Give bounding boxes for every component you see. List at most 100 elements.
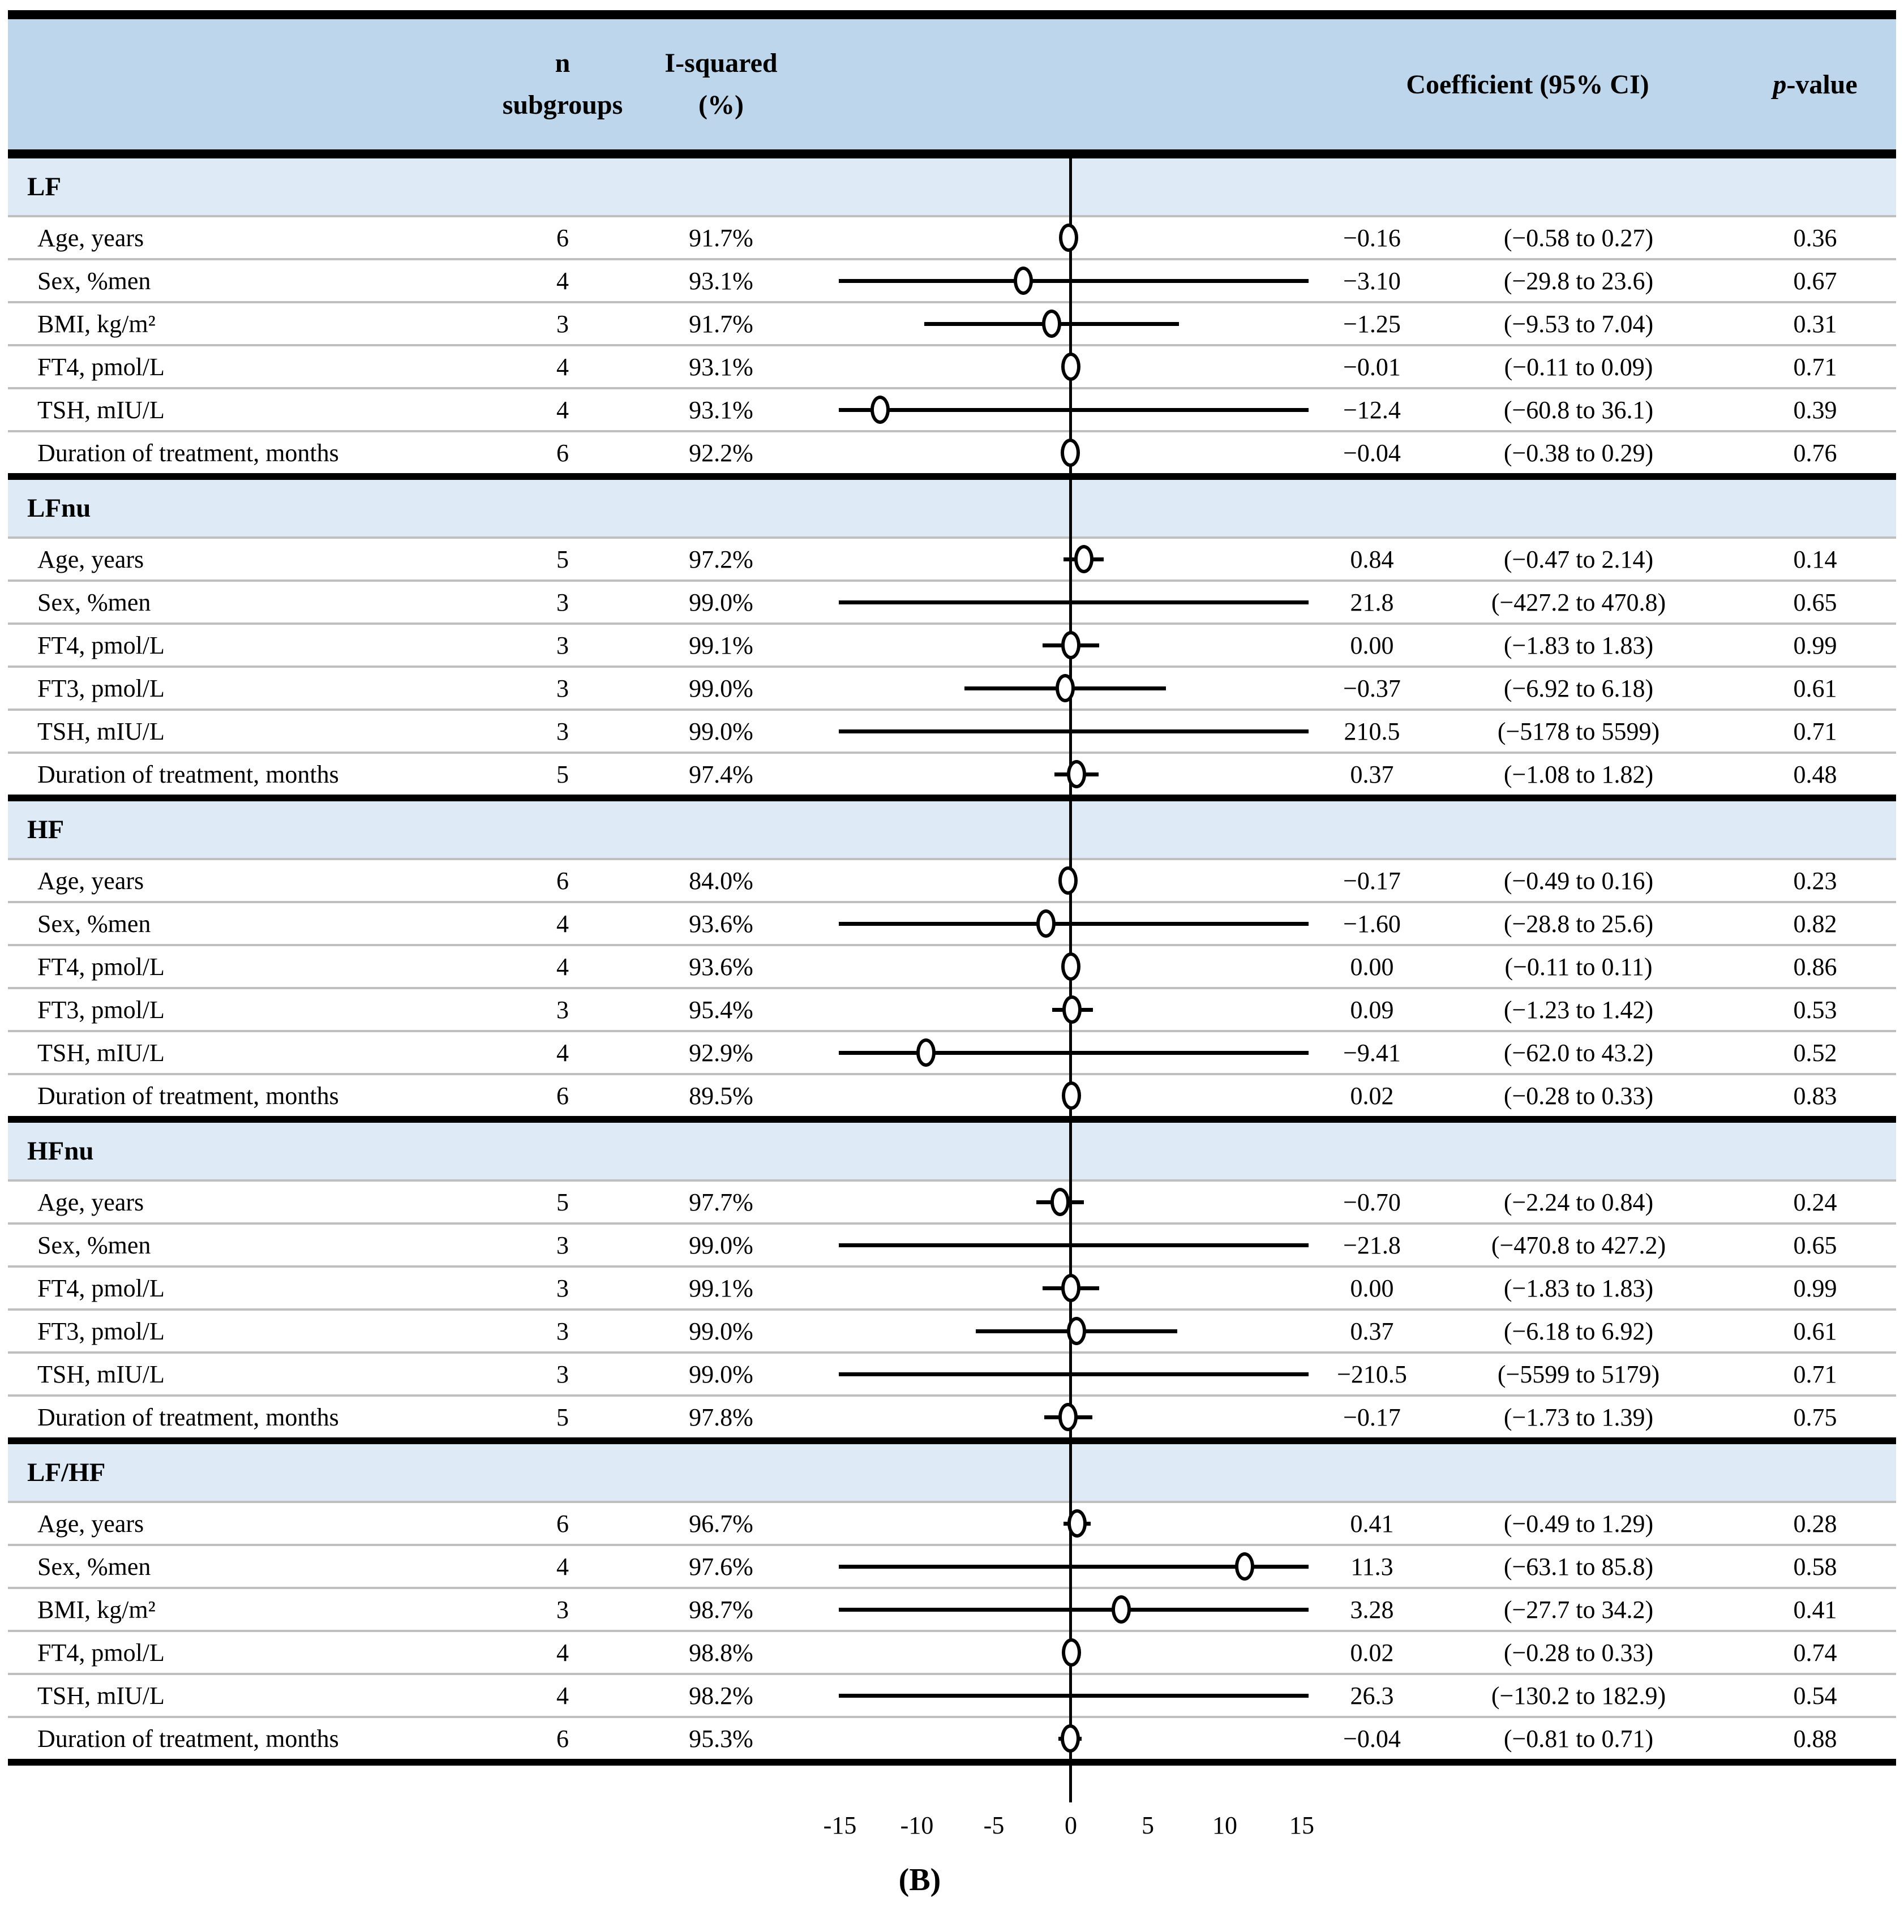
- n-subgroups-value: 4: [556, 1681, 569, 1710]
- table-row: Age, years 6 96.7% 0.41 (−0.49 to 1.29) 0.28: [8, 1503, 1896, 1546]
- n-subgroups-value: 5: [556, 1403, 569, 1431]
- n-subgroups-value: 5: [556, 760, 569, 788]
- n-subgroups-value: 5: [556, 545, 569, 573]
- coefficient-value: 0.84: [1350, 545, 1394, 573]
- ci-text: (−0.11 to 0.11): [1504, 952, 1653, 981]
- table-row: Age, years 6 84.0% −0.17 (−0.49 to 0.16) 0.23: [8, 860, 1896, 903]
- table-row: Sex, %men 4 93.1% −3.10 (−29.8 to 23.6) 0.67: [8, 260, 1896, 303]
- table-row: FT3, pmol/L 3 99.0% −0.37 (−6.92 to 6.18) 0.6…: [8, 668, 1896, 711]
- coefficient-value: 0.41: [1350, 1509, 1394, 1538]
- table-row: FT3, pmol/L 3 95.4% 0.09 (−1.23 to 1.42) 0.53: [8, 989, 1896, 1032]
- table-row: FT4, pmol/L 3 99.1% 0.00 (−1.83 to 1.83) 0.99: [8, 1268, 1896, 1311]
- p-value: 0.61: [1793, 1317, 1837, 1345]
- i-squared-value: 97.8%: [689, 1403, 753, 1431]
- point-estimate-marker: [1061, 353, 1080, 381]
- n-subgroups-value: 3: [556, 631, 569, 659]
- i-squared-value: 99.0%: [689, 1360, 753, 1388]
- ci-text: (−0.49 to 0.16): [1503, 866, 1654, 895]
- ci-text: (−6.18 to 6.92): [1503, 1317, 1654, 1345]
- row-label: Age, years: [37, 224, 144, 252]
- point-estimate-marker: [1112, 1595, 1131, 1624]
- p-value: 0.28: [1793, 1509, 1837, 1538]
- coefficient-value: 0.02: [1350, 1638, 1394, 1667]
- p-value: 0.48: [1793, 760, 1837, 788]
- header-n-line2: subgroups: [502, 90, 623, 120]
- i-squared-value: 98.8%: [689, 1638, 753, 1667]
- row-label: FT4, pmol/L: [37, 631, 165, 659]
- coefficient-value: −0.01: [1343, 353, 1401, 381]
- row-label: TSH, mIU/L: [37, 1681, 165, 1710]
- point-estimate-marker: [1055, 674, 1075, 702]
- forest-plot-cell: [829, 668, 1321, 709]
- ci-text: (−0.11 to 0.09): [1504, 353, 1653, 381]
- row-label: Age, years: [37, 545, 144, 573]
- n-subgroups-value: 3: [556, 717, 569, 745]
- ci-text: (−470.8 to 427.2): [1491, 1231, 1666, 1259]
- ci-text: (−28.8 to 25.6): [1503, 909, 1654, 938]
- p-value: 0.83: [1793, 1081, 1837, 1110]
- table-row: Sex, %men 4 97.6% 11.3 (−63.1 to 85.8) 0.58: [8, 1546, 1896, 1589]
- forest-plot-cell: [829, 1354, 1321, 1394]
- header-n-line1: n: [555, 48, 571, 78]
- ci-text: (−0.58 to 0.27): [1503, 224, 1654, 252]
- column-header-i-squared: I-squared (%): [614, 50, 829, 119]
- i-squared-value: 92.2%: [689, 439, 753, 467]
- coefficient-value: −0.17: [1343, 1403, 1401, 1431]
- row-label: Duration of treatment, months: [37, 1724, 339, 1753]
- i-squared-value: 95.3%: [689, 1724, 753, 1753]
- ci-line: [839, 1608, 1309, 1612]
- n-subgroups-value: 4: [556, 396, 569, 424]
- i-squared-value: 89.5%: [689, 1081, 753, 1110]
- forest-plot-cell: [829, 389, 1321, 430]
- point-estimate-marker: [1036, 909, 1056, 938]
- ci-text: (−9.53 to 7.04): [1503, 310, 1654, 338]
- row-label: TSH, mIU/L: [37, 717, 165, 745]
- n-subgroups-value: 6: [556, 866, 569, 895]
- i-squared-value: 99.0%: [689, 1231, 753, 1259]
- coefficient-value: −21.8: [1343, 1231, 1401, 1259]
- row-label: Duration of treatment, months: [37, 760, 339, 788]
- row-label: TSH, mIU/L: [37, 1360, 165, 1388]
- header-bottom-rule: [8, 149, 1896, 158]
- point-estimate-marker: [1061, 1274, 1080, 1302]
- p-value: 0.75: [1793, 1403, 1837, 1431]
- row-label: Duration of treatment, months: [37, 1403, 339, 1431]
- forest-plot-cell: [829, 903, 1321, 944]
- p-value: 0.36: [1793, 224, 1837, 252]
- coefficient-value: −0.04: [1343, 439, 1401, 467]
- table-row: Age, years 5 97.2% 0.84 (−0.47 to 2.14) 0.14: [8, 539, 1896, 582]
- x-axis-tick-label: 5: [1142, 1811, 1154, 1839]
- group-divider-rule: [8, 1437, 1896, 1444]
- group-divider-rule: [8, 1116, 1896, 1123]
- table-row: FT4, pmol/L 3 99.1% 0.00 (−1.83 to 1.83) 0.99: [8, 625, 1896, 668]
- ci-text: (−1.83 to 1.83): [1503, 1274, 1654, 1302]
- i-squared-value: 99.0%: [689, 674, 753, 702]
- ci-text: (−0.28 to 0.33): [1503, 1081, 1654, 1110]
- p-value: 0.53: [1793, 995, 1837, 1024]
- forest-plot-cell: [829, 1589, 1321, 1630]
- p-value: 0.74: [1793, 1638, 1837, 1667]
- n-subgroups-value: 6: [556, 439, 569, 467]
- coefficient-value: 0.37: [1350, 1317, 1394, 1345]
- ci-text: (−1.23 to 1.42): [1503, 995, 1654, 1024]
- table-row: Duration of treatment, months 5 97.4% 0.37 (…: [8, 754, 1896, 795]
- point-estimate-marker: [916, 1038, 936, 1067]
- table-row: TSH, mIU/L 3 99.0% −210.5 (−5599 to 5179) 0.7…: [8, 1354, 1896, 1397]
- ci-text: (−0.47 to 2.14): [1503, 545, 1654, 573]
- i-squared-value: 99.0%: [689, 1317, 753, 1345]
- point-estimate-marker: [1013, 267, 1033, 295]
- table-row: Duration of treatment, months 6 89.5% 0.02 (…: [8, 1075, 1896, 1116]
- n-subgroups-value: 4: [556, 267, 569, 295]
- row-label: Duration of treatment, months: [37, 439, 339, 467]
- forest-plot-cell: [829, 582, 1321, 622]
- coefficient-value: −9.41: [1343, 1038, 1401, 1067]
- ci-text: (−29.8 to 23.6): [1503, 267, 1654, 295]
- n-subgroups-value: 3: [556, 995, 569, 1024]
- group-header: LFnu: [8, 480, 1896, 539]
- ci-line: [839, 1565, 1309, 1569]
- ci-text: (−5599 to 5179): [1497, 1360, 1660, 1388]
- row-label: BMI, kg/m²: [37, 1595, 156, 1624]
- forest-plot-cell: [829, 1182, 1321, 1222]
- forest-plot-cell: [829, 1632, 1321, 1673]
